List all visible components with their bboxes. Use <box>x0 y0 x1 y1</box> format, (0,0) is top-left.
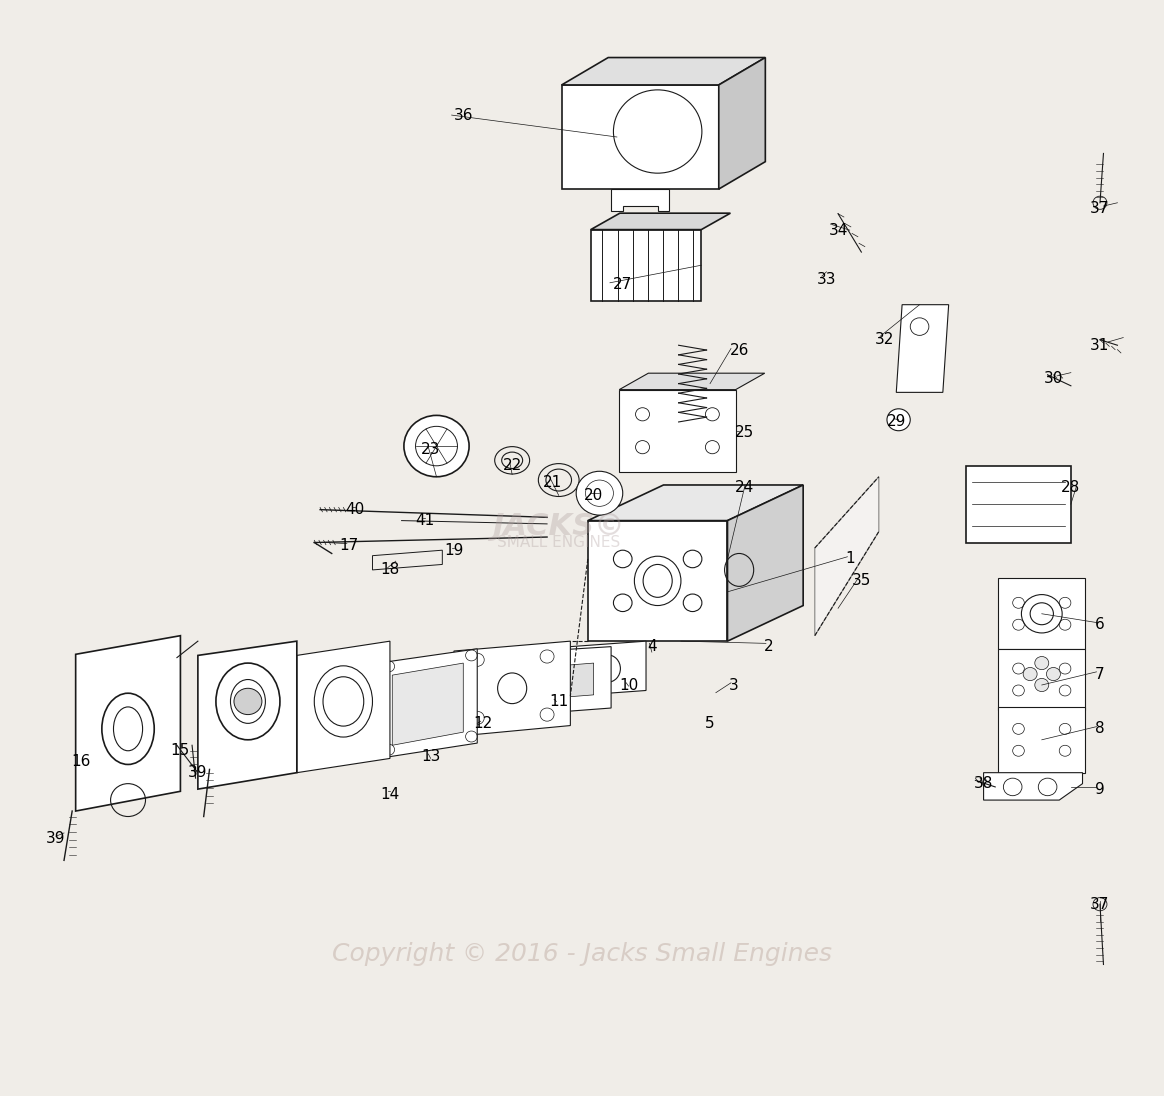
Text: 17: 17 <box>340 538 359 553</box>
Text: 36: 36 <box>454 107 473 123</box>
Polygon shape <box>561 85 718 189</box>
Text: 41: 41 <box>416 513 434 528</box>
Text: 21: 21 <box>544 475 562 490</box>
Text: 7: 7 <box>1095 666 1105 682</box>
Text: 37: 37 <box>1091 201 1109 216</box>
Text: 35: 35 <box>852 573 871 589</box>
Text: 37: 37 <box>1091 897 1109 912</box>
Text: 29: 29 <box>887 414 906 430</box>
Text: 9: 9 <box>1095 781 1105 797</box>
Circle shape <box>576 471 623 515</box>
Text: 4: 4 <box>647 639 656 654</box>
Polygon shape <box>611 189 669 210</box>
Polygon shape <box>538 663 594 699</box>
Text: 20: 20 <box>584 488 603 503</box>
Text: 14: 14 <box>381 787 399 802</box>
Text: 8: 8 <box>1095 721 1105 737</box>
Text: 28: 28 <box>1062 480 1080 495</box>
Polygon shape <box>588 484 803 521</box>
Text: 25: 25 <box>736 425 754 441</box>
Circle shape <box>404 415 469 477</box>
Text: 13: 13 <box>421 749 440 764</box>
Circle shape <box>887 409 910 431</box>
Text: 39: 39 <box>47 831 65 846</box>
Polygon shape <box>619 390 736 471</box>
Polygon shape <box>718 57 766 189</box>
Circle shape <box>1035 678 1049 692</box>
Text: 23: 23 <box>421 442 440 457</box>
Text: 31: 31 <box>1091 338 1109 353</box>
Text: 40: 40 <box>346 502 364 517</box>
Text: 27: 27 <box>613 277 632 293</box>
Text: 22: 22 <box>503 458 521 473</box>
Polygon shape <box>728 484 803 641</box>
Polygon shape <box>561 57 766 85</box>
Text: 6: 6 <box>1095 617 1105 632</box>
Text: 39: 39 <box>189 765 207 780</box>
Text: 16: 16 <box>72 754 91 769</box>
Circle shape <box>1035 657 1049 670</box>
Text: 12: 12 <box>474 716 492 731</box>
Polygon shape <box>815 477 879 636</box>
Polygon shape <box>998 649 1085 710</box>
Text: 3: 3 <box>729 677 738 693</box>
Text: 24: 24 <box>736 480 754 495</box>
Polygon shape <box>198 641 297 789</box>
Text: 11: 11 <box>549 694 568 709</box>
Polygon shape <box>896 305 949 392</box>
Text: 34: 34 <box>829 222 847 238</box>
Text: 33: 33 <box>817 272 836 287</box>
Polygon shape <box>524 647 611 715</box>
Polygon shape <box>392 663 463 745</box>
Text: 1: 1 <box>845 551 854 567</box>
Polygon shape <box>998 579 1085 649</box>
Polygon shape <box>76 636 180 811</box>
Text: Copyright © 2016 - Jacks Small Engines: Copyright © 2016 - Jacks Small Engines <box>332 941 832 966</box>
Text: 10: 10 <box>619 677 638 693</box>
Polygon shape <box>297 641 390 773</box>
Polygon shape <box>984 773 1083 800</box>
Text: 19: 19 <box>445 543 463 558</box>
Text: 18: 18 <box>381 562 399 578</box>
Text: 2: 2 <box>764 639 773 654</box>
Polygon shape <box>998 707 1085 773</box>
Circle shape <box>234 688 262 715</box>
Circle shape <box>1046 667 1060 681</box>
Text: 5: 5 <box>705 716 715 731</box>
Text: 30: 30 <box>1044 370 1063 386</box>
Text: JACKS©: JACKS© <box>492 512 625 540</box>
Circle shape <box>1023 667 1037 681</box>
Text: 38: 38 <box>974 776 993 791</box>
Text: 26: 26 <box>730 343 748 358</box>
Polygon shape <box>588 521 728 641</box>
Polygon shape <box>378 649 477 758</box>
Text: 15: 15 <box>171 743 190 758</box>
Polygon shape <box>590 230 701 300</box>
Polygon shape <box>619 373 765 390</box>
Text: 32: 32 <box>875 332 894 347</box>
Polygon shape <box>966 466 1071 543</box>
Polygon shape <box>590 213 731 230</box>
Polygon shape <box>454 641 570 737</box>
Polygon shape <box>570 641 646 696</box>
Text: SMALL ENGINES: SMALL ENGINES <box>497 535 620 550</box>
